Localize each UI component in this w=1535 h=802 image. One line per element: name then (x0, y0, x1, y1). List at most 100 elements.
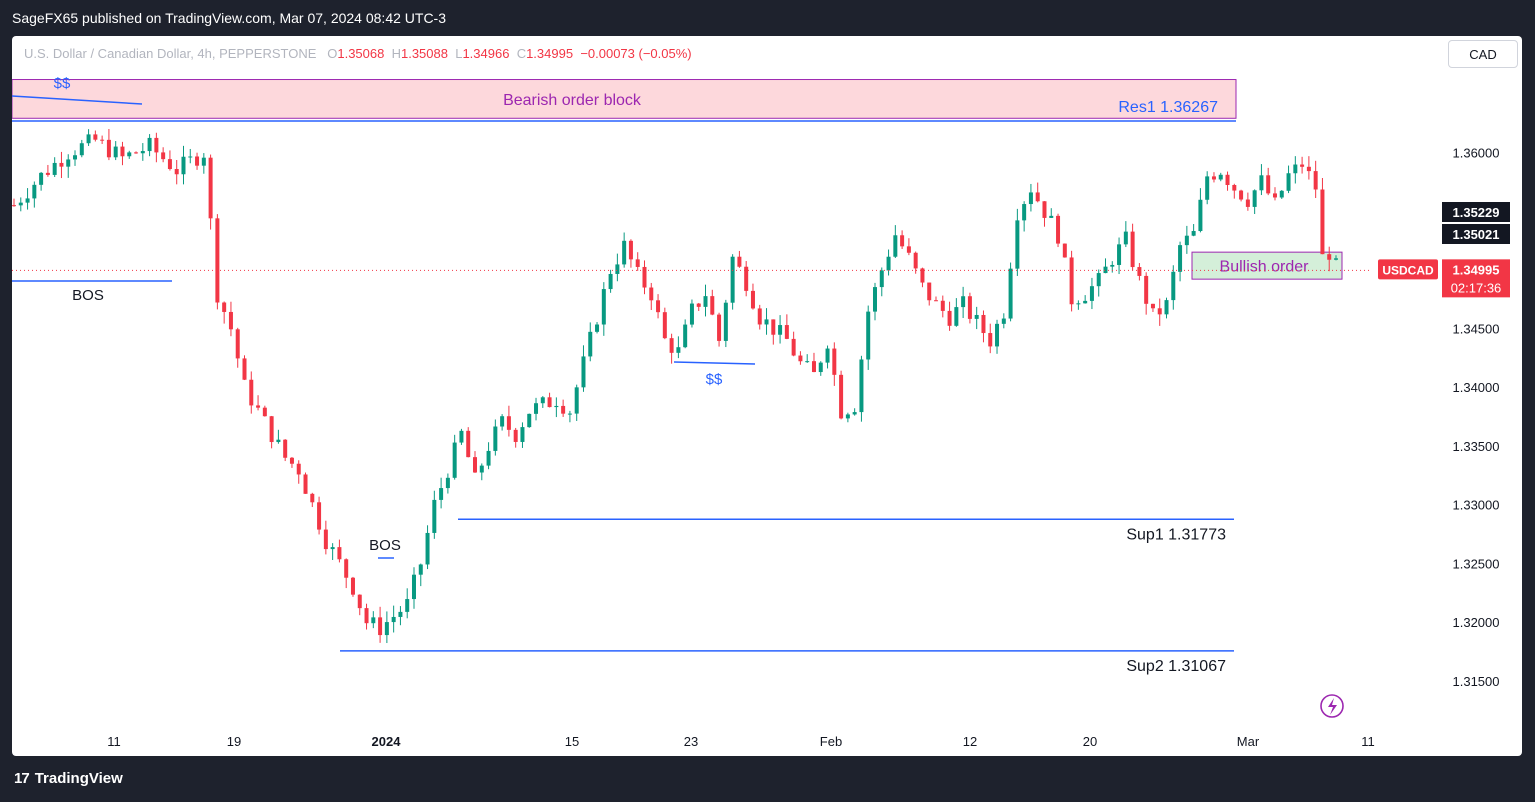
order-block-zone (12, 79, 1237, 119)
symbol-tag-text: USDCAD (1382, 263, 1434, 277)
price-tag (1442, 224, 1510, 244)
candle-body (66, 159, 71, 167)
candle-body (649, 287, 654, 301)
candle-body (974, 314, 979, 319)
candle-body (940, 300, 945, 311)
candle-body (113, 146, 118, 158)
symbol-name: U.S. Dollar / Canadian Dollar, 4h, PEPPE… (24, 46, 317, 61)
candle-body (954, 307, 959, 326)
tradingview-logo-icon: 17 (14, 770, 30, 787)
candle-body (534, 403, 539, 414)
candle-body (215, 218, 220, 303)
candle-body (1313, 171, 1318, 190)
candle-body (479, 465, 484, 473)
candle-body (411, 574, 416, 600)
lightning-icon[interactable] (1320, 694, 1344, 718)
candle-body (242, 358, 247, 380)
candle-body (717, 314, 722, 341)
candle-body (520, 427, 525, 442)
candle-body (893, 235, 898, 257)
candle-body (1205, 176, 1210, 200)
candle-body (140, 151, 145, 154)
candle-body (256, 405, 261, 408)
candle-body (723, 302, 728, 341)
x-axis-tick: Mar (1237, 734, 1260, 749)
candle-body (120, 146, 125, 157)
candle-body (818, 362, 823, 373)
tradingview-brand[interactable]: 17 TradingView (14, 770, 123, 787)
y-axis-tick: 1.36000 (1453, 145, 1500, 160)
candle-body (1123, 231, 1128, 245)
candle-body (364, 608, 369, 624)
candle-body (730, 256, 735, 303)
candle-body (859, 359, 864, 413)
candle-body (32, 184, 37, 199)
x-axis-tick: 11 (1361, 734, 1375, 749)
candle-body (418, 564, 423, 575)
candle-body (832, 348, 837, 375)
candle-body (1293, 164, 1298, 174)
candle-body (791, 338, 796, 356)
candle-body (845, 414, 850, 419)
open-label: O (327, 46, 338, 61)
candle-body (1103, 266, 1108, 274)
candle-body (574, 387, 579, 414)
y-axis-tick: 1.33000 (1453, 498, 1500, 513)
candle-body (771, 319, 776, 335)
candle-body (235, 329, 240, 359)
candle-body (93, 134, 98, 140)
candle-body (784, 325, 789, 339)
candle-body (1069, 257, 1074, 305)
candle-body (39, 172, 44, 185)
candle-body (554, 405, 559, 408)
candle-body (52, 162, 57, 175)
candle-body (561, 405, 566, 414)
x-axis-tick: 19 (227, 734, 241, 749)
x-axis-tick: 23 (684, 734, 698, 749)
low-label: L (455, 46, 463, 61)
low-value: 1.34966 (462, 46, 510, 61)
candle-body (710, 296, 715, 315)
liquidity-line (12, 95, 143, 105)
current-price-text: 1.34995 (1453, 262, 1500, 277)
symbol-legend: U.S. Dollar / Canadian Dollar, 4h, PEPPE… (24, 46, 692, 61)
y-axis-tick: 1.33500 (1453, 439, 1500, 454)
candle-body (500, 416, 505, 427)
bos-label: BOS (72, 287, 104, 304)
bos-label: BOS (369, 537, 401, 554)
price-chart[interactable]: Bearish order block Bullish order Res1 1.… (12, 36, 1522, 756)
candle-body (872, 287, 877, 312)
candle-body (967, 296, 972, 319)
candle-body (1198, 199, 1203, 232)
candle-body (344, 559, 349, 578)
candle-body (737, 256, 742, 267)
candle-body (452, 442, 457, 478)
symbol-tag (1378, 259, 1438, 280)
candle-body (811, 361, 816, 373)
candle-body (283, 439, 288, 458)
candle-body (934, 300, 939, 302)
candle-body (1096, 273, 1101, 287)
candle-body (45, 172, 50, 175)
chart-panel[interactable]: Bearish order block Bullish order Res1 1.… (12, 36, 1522, 756)
candle-body (961, 296, 966, 308)
candle-body (127, 152, 132, 157)
candle-body (1049, 215, 1054, 218)
y-axis-tick: 1.34000 (1453, 380, 1500, 395)
candle-body (1015, 220, 1020, 269)
candle-body (506, 416, 511, 430)
candle-body (269, 416, 274, 443)
candle-body (350, 577, 355, 595)
level-label-sup1: Sup1 1.31773 (1126, 526, 1226, 543)
high-value: 1.35088 (400, 46, 448, 61)
candle-body (1083, 300, 1088, 304)
candle-body (289, 457, 294, 464)
candle-body (1184, 235, 1189, 246)
candle-body (805, 361, 810, 363)
candle-body (371, 617, 376, 624)
candle-body (188, 156, 193, 158)
currency-button[interactable]: CAD (1448, 40, 1518, 68)
open-value: 1.35068 (337, 46, 385, 61)
candle-body (1211, 176, 1216, 180)
candle-body (927, 282, 932, 301)
